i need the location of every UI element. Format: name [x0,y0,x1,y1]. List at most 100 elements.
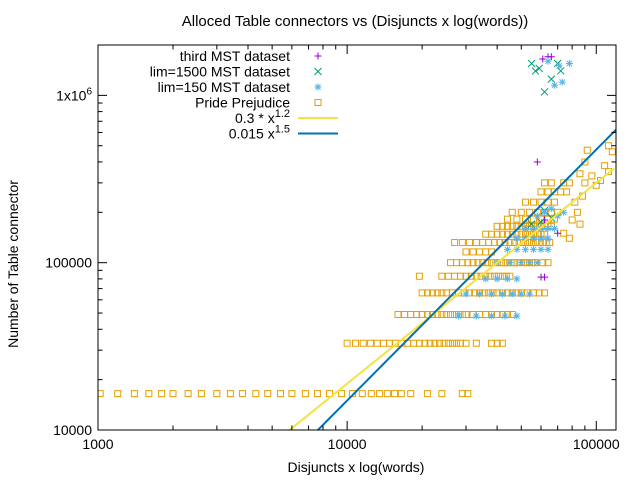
data-point [526,222,534,230]
data-point [508,230,516,238]
data-point [544,57,552,65]
data-point [517,290,525,298]
data-point [517,230,525,238]
data-point [551,225,559,233]
data-point [544,245,552,253]
x-tick-label: 1000 [82,436,113,452]
legend-label: lim=150 MST dataset [158,79,291,95]
data-point [428,311,436,319]
data-point [466,239,474,247]
data-point [462,311,470,319]
data-point [462,248,470,256]
y-tick-label: 100000 [45,255,92,271]
data-point [471,289,479,297]
x-axis-label: Disjuncts x log(words) [288,459,425,475]
data-point [506,259,514,267]
data-point [288,390,296,398]
legend-marker [314,99,322,106]
data-point [376,390,384,398]
data-point [423,289,431,297]
data-point [276,390,284,398]
data-point [488,312,496,320]
data-point [464,259,472,267]
data-point [565,179,573,187]
data-point [477,272,485,280]
data-point [380,339,388,347]
data-point [517,222,525,230]
data-point [394,311,402,319]
data-point [513,215,521,223]
data-point [560,208,568,216]
data-point [423,390,431,398]
data-point [410,339,418,347]
data-point [343,339,351,347]
data-point [530,289,538,297]
data-point [453,339,461,347]
data-point [544,225,552,233]
data-point [547,53,555,61]
data-point [563,188,571,196]
data-point [500,259,508,267]
data-point [581,179,589,187]
data-point [597,176,605,184]
data-point [533,212,541,220]
data-point [493,222,501,230]
data-point [444,272,452,280]
data-point [474,259,482,267]
data-point [519,239,527,247]
data-point [488,290,496,298]
data-point [544,234,552,242]
data-point [541,216,549,224]
data-point [238,390,246,398]
data-point [565,60,573,68]
data-point [407,390,415,398]
data-point [498,339,506,347]
data-point [508,290,516,298]
data-point [436,339,444,347]
data-point [252,390,260,398]
data-point [501,312,509,320]
data-point [415,272,423,280]
data-point [517,259,525,267]
data-point [498,272,506,280]
data-point [557,188,565,196]
data-point [576,220,584,228]
data-point [503,245,511,253]
plot-frame [97,44,617,431]
series-5 [316,128,616,430]
data-point [530,245,538,253]
data-point [301,390,309,398]
data-point [428,289,436,297]
data-point [358,390,366,398]
data-point [493,311,501,319]
data-point [547,205,555,213]
legend-marker [314,83,322,91]
data-point [556,67,565,75]
data-point [522,225,530,233]
data-point [351,339,359,347]
data-point [447,311,455,319]
data-point [462,272,470,280]
data-point [366,339,374,347]
data-point [503,311,511,319]
data-point [513,245,521,253]
data-point [467,272,475,280]
data-point [573,208,581,216]
data-point [469,248,477,256]
data-point [544,259,552,267]
legend-marker [314,67,322,76]
data-point [440,339,448,347]
data-point [522,245,530,253]
data-point [601,162,609,170]
data-point [114,390,122,398]
data-point [482,230,490,238]
data-point [535,289,543,297]
fit-line [316,128,616,430]
data-point [511,239,519,247]
data-point [526,259,534,267]
data-point [338,390,346,398]
data-point [493,275,501,283]
data-point [537,234,545,242]
data-point [226,390,234,398]
